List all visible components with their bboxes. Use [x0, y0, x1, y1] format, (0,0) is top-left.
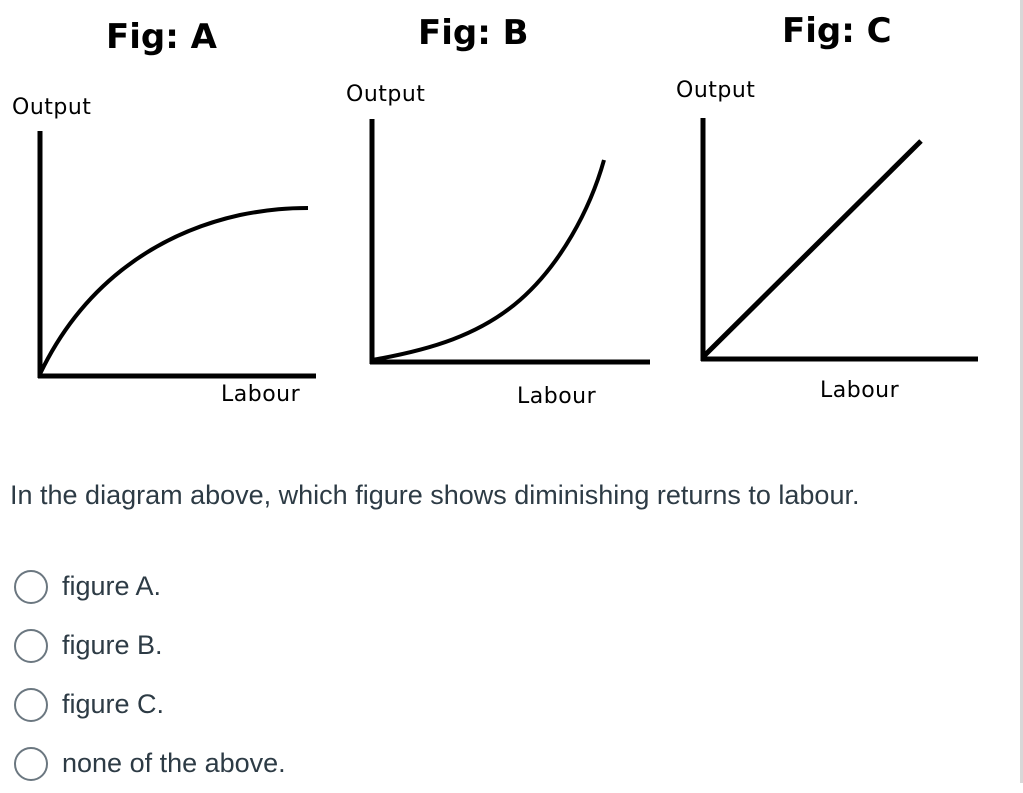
option-figure-c[interactable]: figure C.: [14, 675, 286, 734]
option-figure-b[interactable]: figure B.: [14, 616, 286, 675]
option-label[interactable]: figure A.: [62, 571, 162, 601]
figures-diagram: Fig: A Output Labour Fig: B Output Labou…: [12, 11, 978, 409]
answer-options: figure A. figure B. figure C. none of th…: [14, 557, 286, 793]
figure-c-x-axis-label: Labour: [820, 378, 900, 403]
radio-button-figure-a[interactable]: [14, 569, 48, 604]
figure-c: Fig: C Output Labour: [676, 11, 978, 403]
figure-b-title: Fig: B: [418, 13, 529, 53]
figure-a-title: Fig: A: [106, 17, 218, 57]
question-text: In the diagram above, which figure shows…: [10, 480, 860, 510]
figure-c-line: [701, 139, 923, 359]
figure-b: Fig: B Output Labour: [346, 13, 650, 409]
figure-b-x-axis-label: Labour: [517, 384, 597, 409]
figure-b-y-axis-label: Output: [346, 82, 425, 107]
figure-a-y-axis-label: Output: [12, 95, 91, 120]
radio-button-figure-b[interactable]: [14, 628, 48, 663]
page-edge-divider: [1020, 0, 1023, 783]
figure-b-curve: [371, 159, 606, 362]
figure-a-curve: [38, 206, 309, 375]
option-figure-a[interactable]: figure A.: [14, 557, 286, 616]
radio-button-none[interactable]: [14, 746, 48, 781]
option-label[interactable]: none of the above.: [62, 748, 286, 778]
figure-a: Fig: A Output Labour: [12, 17, 316, 407]
figure-c-y-axis-label: Output: [676, 78, 755, 103]
figure-c-title: Fig: C: [782, 11, 892, 51]
figure-a-x-axis-label: Labour: [221, 382, 301, 407]
radio-button-figure-c[interactable]: [14, 687, 48, 722]
option-label[interactable]: figure C.: [62, 689, 165, 719]
option-label[interactable]: figure B.: [62, 630, 163, 660]
option-none-of-the-above[interactable]: none of the above.: [14, 734, 286, 793]
